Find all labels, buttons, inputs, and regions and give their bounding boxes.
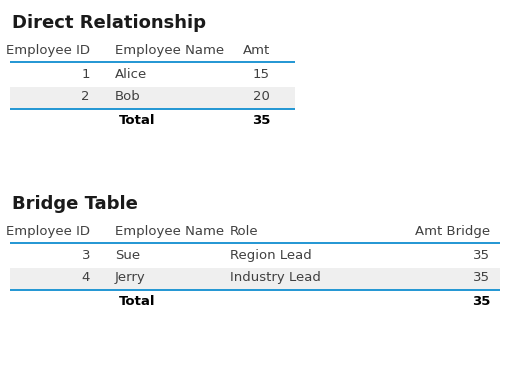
Text: 35: 35 (473, 249, 490, 262)
Text: Role: Role (230, 225, 259, 238)
Text: Total: Total (119, 114, 155, 127)
Text: Employee Name: Employee Name (115, 44, 224, 57)
Text: Sue: Sue (115, 249, 140, 262)
Text: Region Lead: Region Lead (230, 249, 312, 262)
Text: Employee ID: Employee ID (6, 44, 90, 57)
Text: Employee ID: Employee ID (6, 225, 90, 238)
Text: Alice: Alice (115, 68, 147, 81)
Text: Amt: Amt (243, 44, 270, 57)
Text: 3: 3 (82, 249, 90, 262)
Text: 1: 1 (82, 68, 90, 81)
Text: Amt Bridge: Amt Bridge (415, 225, 490, 238)
Text: Bob: Bob (115, 90, 141, 103)
Bar (10, 65, 295, 87)
Text: Industry Lead: Industry Lead (230, 271, 321, 284)
Bar (10, 268, 500, 290)
Text: Jerry: Jerry (115, 271, 146, 284)
Bar (10, 246, 500, 268)
Text: Employee Name: Employee Name (115, 225, 224, 238)
Text: 15: 15 (253, 68, 270, 81)
Text: Total: Total (119, 295, 155, 308)
Text: 2: 2 (82, 90, 90, 103)
Text: 35: 35 (473, 271, 490, 284)
Text: 4: 4 (82, 271, 90, 284)
Text: 35: 35 (472, 295, 490, 308)
Text: Bridge Table: Bridge Table (12, 195, 138, 213)
Text: 20: 20 (253, 90, 270, 103)
Text: 35: 35 (252, 114, 270, 127)
Text: Direct Relationship: Direct Relationship (12, 14, 206, 32)
Bar (10, 87, 295, 109)
